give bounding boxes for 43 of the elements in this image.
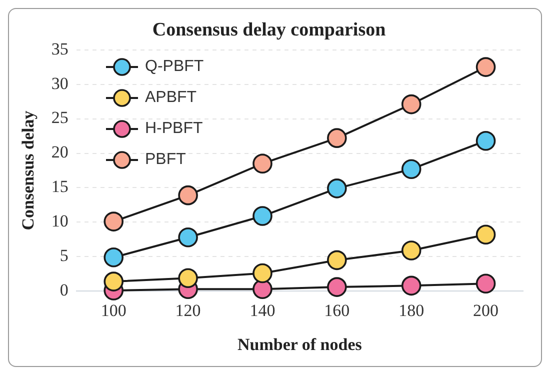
x-tick-label: 100 [100,300,126,320]
y-tick-label: 0 [60,280,68,300]
point [401,276,422,296]
point [178,228,198,248]
point [327,277,347,297]
y-tick-label: 15 [51,177,68,196]
y-tick-label: 20 [51,142,68,162]
x-tick-label: 200 [473,300,499,320]
y-tick-label: 10 [51,212,68,231]
point [476,57,496,77]
x-tick-label: 140 [250,300,276,320]
x-tick-label: 180 [398,300,424,320]
point [327,128,347,148]
point [327,250,347,270]
point [178,185,198,206]
point [401,94,422,114]
y-tick-label: 25 [51,108,68,128]
y-axis-title: Consensus delay [18,110,38,230]
point [252,206,272,226]
y-tick-label: 35 [51,39,68,58]
point [476,274,496,294]
legend-label: H-PBFT [145,120,203,138]
y-tick-label: 5 [60,246,68,266]
chart-title: Consensus delay comparison [152,19,386,40]
point [401,159,422,180]
point [252,154,272,174]
x-axis-title: Number of nodes [238,335,362,354]
x-tick-label: 160 [324,300,350,320]
point [252,263,272,284]
point [104,272,124,292]
x-tick-label: 120 [175,300,201,320]
point [104,248,124,268]
point [252,279,272,300]
point [476,130,496,151]
point [401,240,422,260]
legend-label: Q-PBFT [145,58,204,76]
point [178,268,198,288]
point [327,178,347,198]
legend-label: PBFT [145,150,186,168]
point [476,224,496,245]
y-tick-label: 30 [51,74,68,93]
point [104,212,124,232]
legend-label: APBFT [145,88,197,106]
